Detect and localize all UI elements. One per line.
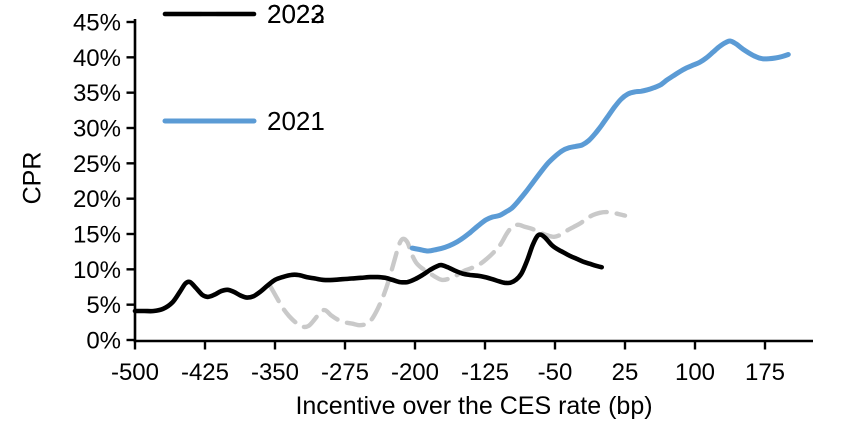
x-axis-title: Incentive over the CES rate (bp) xyxy=(295,392,653,420)
x-tick-label: -500 xyxy=(111,359,159,386)
x-tick-label: -425 xyxy=(181,359,229,386)
series-line-2023 xyxy=(132,232,604,314)
y-tick-label: 5% xyxy=(86,292,121,319)
y-tick-label: 0% xyxy=(86,328,121,355)
x-tick-label: -200 xyxy=(391,359,439,386)
series-line-2021 xyxy=(409,38,791,254)
y-tick-label: 30% xyxy=(73,116,121,143)
y-tick-label: 20% xyxy=(73,186,121,213)
legend-label-2022: 2022 xyxy=(267,0,325,29)
legend-line-2023-icon xyxy=(162,11,257,17)
y-tick-label: 40% xyxy=(73,45,121,72)
x-tick-label: 175 xyxy=(745,359,785,386)
y-tick-label: 35% xyxy=(73,80,121,107)
x-tick-label: -125 xyxy=(461,359,509,386)
x-tick-label: -350 xyxy=(251,359,299,386)
legend-label-2023: 2023 xyxy=(267,0,325,29)
series-line-2022 xyxy=(268,209,628,330)
legend-line-2021-icon xyxy=(162,118,257,124)
x-tick-label: 100 xyxy=(675,359,715,386)
y-axis-title: CPR xyxy=(18,151,47,205)
y-tick-label: 15% xyxy=(73,222,121,249)
x-tick-label: -275 xyxy=(321,359,369,386)
y-tick-label: 25% xyxy=(73,151,121,178)
y-tick-label: 10% xyxy=(73,257,121,284)
x-tick-label: -50 xyxy=(538,359,573,386)
y-tick-label: 45% xyxy=(73,10,121,37)
legend-item-2021: 2021 xyxy=(162,107,325,135)
legend-label-2021: 2021 xyxy=(267,106,325,136)
x-tick-label: 25 xyxy=(612,359,639,386)
legend-item-2023: 2023 xyxy=(162,0,325,28)
